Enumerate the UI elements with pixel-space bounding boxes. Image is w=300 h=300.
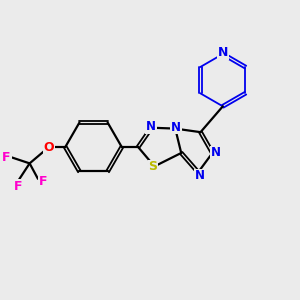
Text: N: N: [171, 121, 181, 134]
Text: F: F: [39, 175, 47, 188]
Text: N: N: [218, 46, 228, 59]
Text: N: N: [195, 169, 205, 182]
Text: N: N: [146, 120, 156, 133]
Text: N: N: [210, 146, 220, 160]
Text: F: F: [2, 151, 11, 164]
Text: S: S: [148, 160, 158, 173]
Text: O: O: [44, 140, 54, 154]
Text: F: F: [14, 180, 22, 193]
